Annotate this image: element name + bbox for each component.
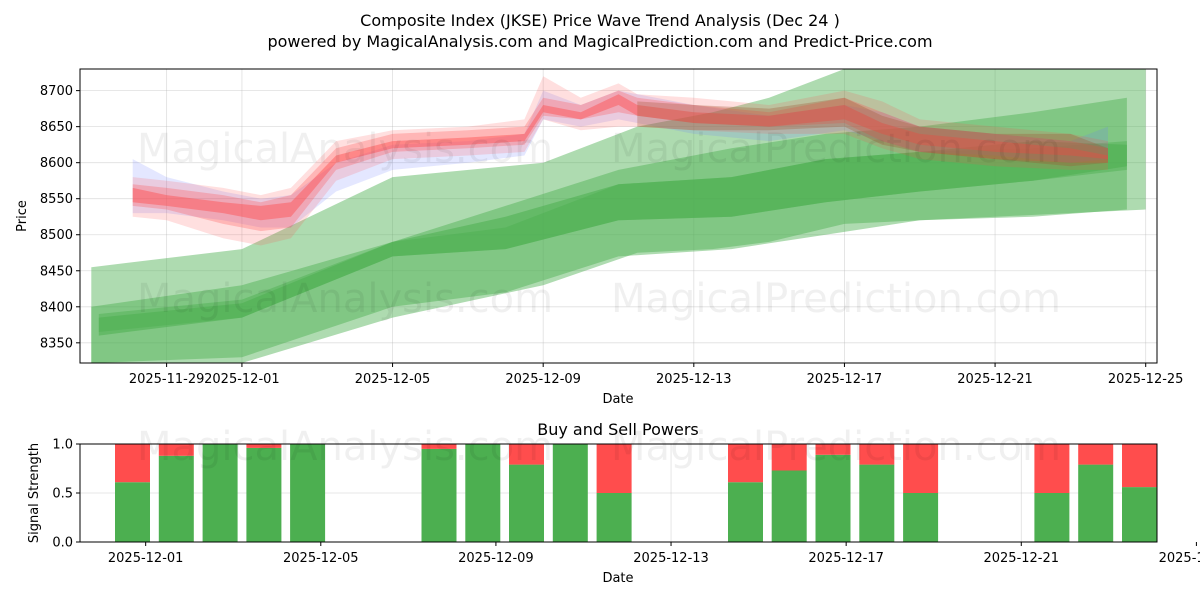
buy-bar (1034, 493, 1070, 542)
watermark-text: MagicalAnalysis.com (137, 126, 553, 172)
sell-bar (246, 444, 282, 448)
price-y-tick-label: 8450 (40, 264, 73, 279)
sell-bar (509, 444, 544, 465)
buy-bar (202, 444, 238, 542)
chart-subtitle: powered by MagicalAnalysis.com and Magic… (267, 32, 932, 51)
signal-x-tick-label: 2025-12-09 (458, 551, 534, 566)
signal-watermarks: MagicalAnalysis.com MagicalPrediction.co… (137, 424, 1061, 470)
signal-x-tick-label: 2025-12-21 (983, 551, 1059, 566)
watermark-text: MagicalPrediction.com (611, 276, 1061, 322)
price-x-tick-label: 2025-12-25 (1108, 372, 1184, 387)
sell-bar (1122, 444, 1157, 488)
price-plot-frame (79, 68, 1158, 364)
price-grid (80, 69, 1157, 363)
buy-bar (1122, 487, 1157, 542)
price-watermarks: MagicalAnalysis.com MagicalPrediction.co… (137, 126, 1061, 322)
red-wave-band (132, 90, 1108, 232)
sell-bar (421, 444, 457, 449)
price-x-tick-label: 2025-12-05 (355, 372, 431, 387)
signal-chart-title: Buy and Sell Powers (537, 420, 699, 439)
signal-x-tick-label: 2025-12-01 (108, 551, 184, 566)
signal-x-label: Date (602, 571, 633, 586)
price-bands (91, 69, 1146, 364)
chart-title: Composite Index (JKSE) Price Wave Trend … (360, 11, 840, 30)
price-x-tick-label: 2025-12-21 (957, 372, 1033, 387)
sell-bar (158, 444, 194, 456)
price-x-label: Date (602, 392, 633, 407)
red-wave-band (132, 76, 1108, 246)
price-y-tick-label: 8500 (40, 228, 73, 243)
signal-y-tick-label: 0.0 (52, 536, 73, 551)
sell-bar (815, 444, 851, 455)
green-trend-band (98, 141, 1127, 336)
price-y-label: Price (15, 200, 30, 232)
buy-bar (509, 464, 544, 542)
price-x-tick-label: 2025-12-01 (204, 372, 280, 387)
signal-x-tick-label: 2025-12-13 (633, 551, 709, 566)
buy-bar (1078, 464, 1114, 542)
signal-y-axis: 0.0 0.5 1.0 (52, 438, 80, 551)
buy-bar (815, 454, 851, 542)
price-x-axis: 2025-11-29 2025-12-01 2025-12-05 2025-12-09… (129, 363, 1184, 387)
sell-bar (115, 444, 150, 483)
watermark-text: MagicalPrediction.com (611, 126, 1061, 172)
sell-bar (903, 444, 939, 493)
price-y-tick-label: 8600 (40, 156, 73, 171)
buy-bar (859, 464, 895, 542)
price-x-tick-label: 2025-11-29 (129, 372, 205, 387)
sell-bar (728, 444, 763, 483)
sell-bar (596, 444, 632, 493)
price-y-tick-label: 8650 (40, 120, 73, 135)
sell-bar (1034, 444, 1070, 493)
signal-x-axis: 2025-12-01 2025-12-05 2025-12-09 2025-12-13… (108, 542, 1200, 566)
buy-bar (115, 482, 150, 542)
watermark-text: MagicalAnalysis.com (137, 424, 553, 470)
buy-bar (771, 470, 807, 542)
signal-y-tick-label: 0.5 (52, 487, 73, 502)
price-y-tick-label: 8550 (40, 192, 73, 207)
watermark-text: MagicalPrediction.com (611, 424, 1061, 470)
red-wave-band (132, 94, 1108, 221)
price-x-tick-label: 2025-12-17 (807, 372, 883, 387)
buy-bar (158, 455, 194, 542)
signal-y-label: Signal Strength (27, 443, 42, 543)
watermark-text: MagicalAnalysis.com (137, 276, 553, 322)
signal-y-tick-label: 1.0 (52, 438, 73, 453)
brown-wave-band (637, 97, 1108, 167)
buy-bar (596, 493, 632, 542)
buy-bar (465, 444, 501, 542)
price-x-tick-label: 2025-12-09 (505, 372, 581, 387)
sell-bar (771, 444, 807, 471)
sell-bar (1078, 444, 1114, 465)
price-chart: MagicalAnalysis.com MagicalPrediction.co… (15, 68, 1184, 407)
price-y-axis: 8350 8400 8450 8500 8550 8600 8650 8700 (40, 84, 80, 351)
signal-x-tick-label: 2025-12-17 (808, 551, 884, 566)
blue-wave-band (132, 90, 1108, 228)
signal-x-tick-label: 2025-12-05 (283, 551, 359, 566)
buy-bar (552, 444, 588, 542)
signal-bars (115, 444, 1157, 542)
price-y-tick-label: 8400 (40, 300, 73, 315)
signal-x-tick-label: 2025-12-25 (1159, 551, 1200, 566)
price-y-tick-label: 8700 (40, 84, 73, 99)
buy-bar (290, 444, 326, 542)
buy-bar (421, 448, 457, 542)
buy-bar (903, 493, 939, 542)
price-y-tick-label: 8350 (40, 336, 73, 351)
sell-bar (859, 444, 895, 465)
price-x-tick-label: 2025-12-13 (656, 372, 732, 387)
buy-bar (246, 447, 282, 542)
signal-chart: Buy and Sell Powers MagicalAnalysis.com … (27, 420, 1200, 586)
buy-bar (728, 482, 763, 542)
